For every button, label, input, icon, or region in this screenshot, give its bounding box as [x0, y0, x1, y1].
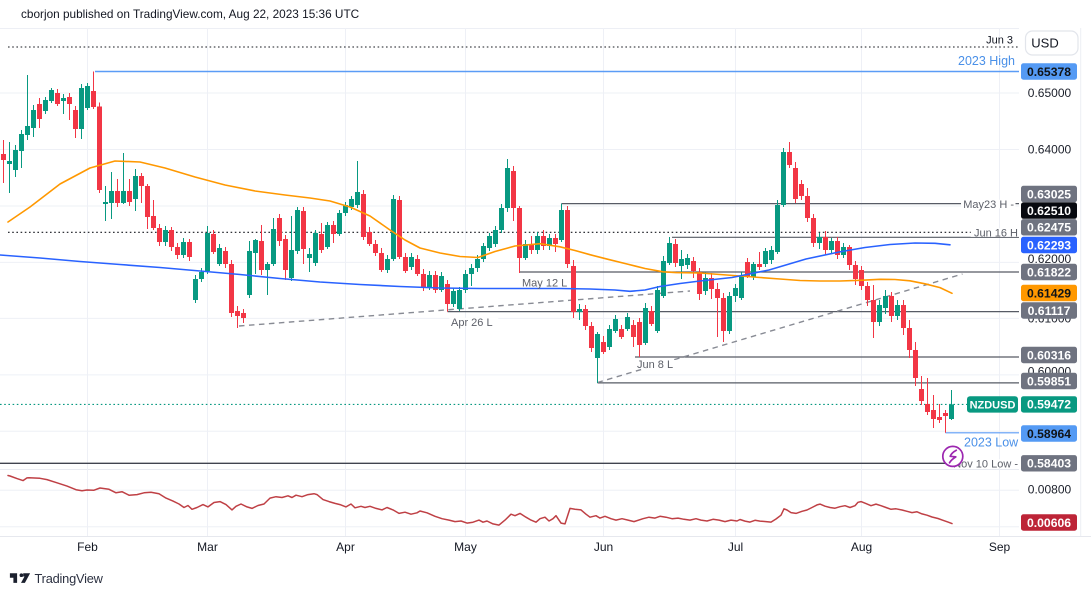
svg-text:Feb: Feb — [77, 540, 98, 554]
svg-text:0.62000: 0.62000 — [1028, 252, 1072, 266]
svg-text:0.65378: 0.65378 — [1027, 65, 1071, 79]
svg-text:0.62475: 0.62475 — [1027, 221, 1071, 235]
svg-text:0.00800: 0.00800 — [1028, 483, 1072, 497]
svg-text:2023 Low: 2023 Low — [964, 436, 1019, 450]
svg-text:0.58403: 0.58403 — [1027, 457, 1071, 471]
svg-text:0.62510: 0.62510 — [1027, 204, 1071, 218]
svg-text:Apr: Apr — [336, 540, 355, 554]
svg-text:May: May — [454, 540, 477, 554]
svg-text:0.61822: 0.61822 — [1027, 265, 1071, 279]
svg-text:Jun: Jun — [594, 540, 613, 554]
svg-text:Aug: Aug — [851, 540, 872, 554]
svg-text:Jun 16 H: Jun 16 H — [974, 227, 1018, 239]
svg-text:0.65000: 0.65000 — [1028, 86, 1072, 100]
svg-text:0.61117: 0.61117 — [1028, 304, 1071, 318]
svg-text:0.64000: 0.64000 — [1028, 143, 1072, 157]
svg-text:2023 High: 2023 High — [958, 54, 1015, 68]
svg-text:cborjon published on TradingVi: cborjon published on TradingView.com, Au… — [21, 7, 360, 21]
svg-text:May23 H -: May23 H - — [963, 199, 1014, 211]
svg-text:0.61429: 0.61429 — [1027, 286, 1071, 300]
svg-text:Mar: Mar — [197, 540, 218, 554]
svg-text:0.63025: 0.63025 — [1027, 187, 1071, 201]
svg-text:0.59472: 0.59472 — [1027, 398, 1071, 412]
svg-text:0.60316: 0.60316 — [1027, 348, 1071, 362]
svg-text:0.59851: 0.59851 — [1027, 374, 1071, 388]
svg-text:0.00606: 0.00606 — [1027, 516, 1071, 530]
svg-text:TradingView: TradingView — [35, 571, 104, 586]
svg-text:Jun 3: Jun 3 — [986, 35, 1013, 47]
svg-text:0.62293: 0.62293 — [1027, 238, 1071, 252]
svg-text:USD: USD — [1031, 36, 1058, 51]
svg-text:May 12 L: May 12 L — [522, 278, 567, 290]
svg-text:NZDUSD: NZDUSD — [970, 400, 1016, 412]
svg-text:0.58964: 0.58964 — [1027, 427, 1071, 441]
svg-text:Apr 26 L: Apr 26 L — [451, 317, 493, 329]
svg-text:Sep: Sep — [989, 540, 1011, 554]
svg-text:Jun 8 L: Jun 8 L — [637, 359, 673, 371]
svg-text:Jul: Jul — [728, 540, 743, 554]
svg-text:Nov 10 Low -: Nov 10 Low - — [953, 458, 1018, 470]
